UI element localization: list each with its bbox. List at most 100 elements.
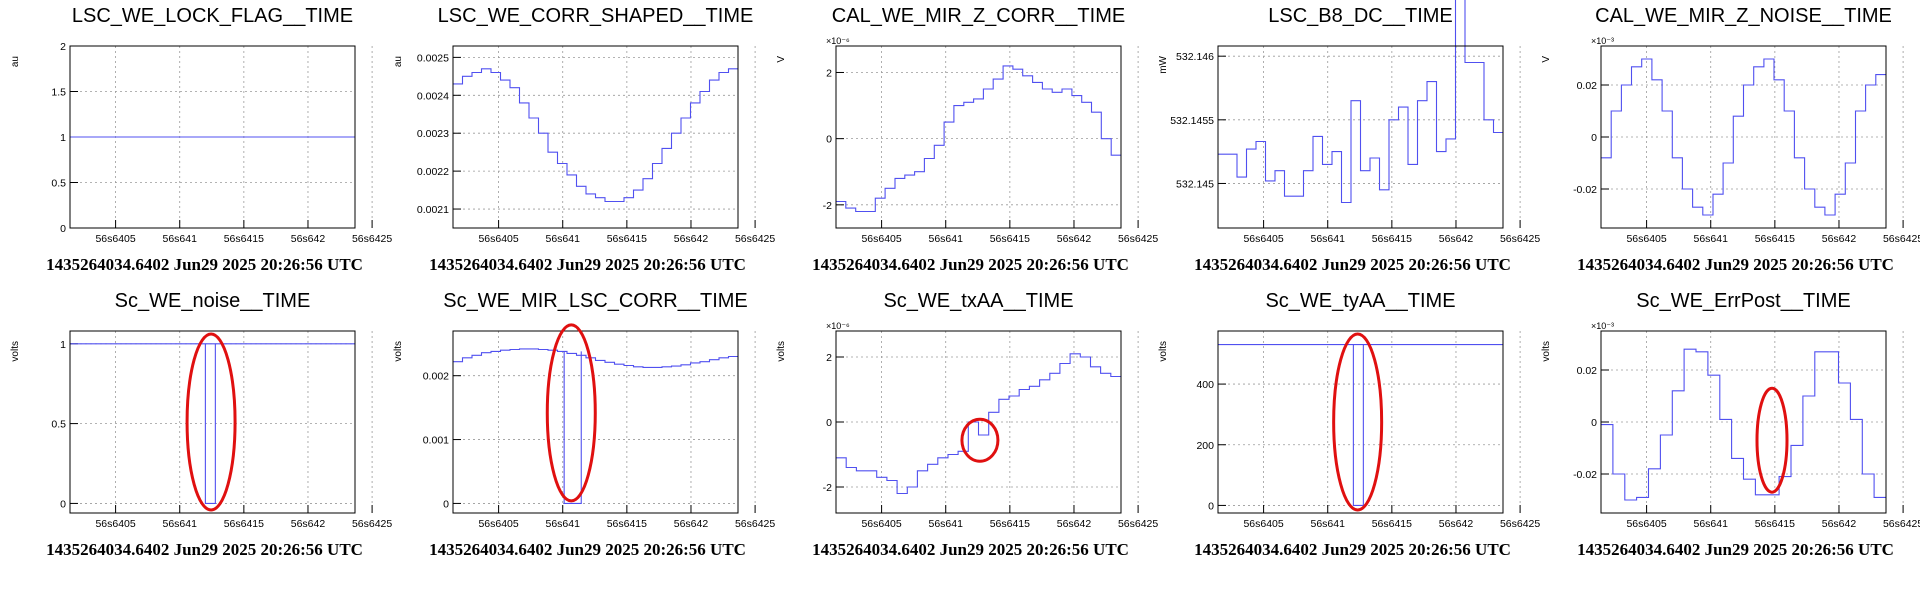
x-tick-label: 56s6405	[1243, 518, 1283, 530]
data-series-line	[453, 68, 738, 203]
y-tick-label: -0.02	[1573, 469, 1597, 481]
x-tick-label: 56s6425	[352, 518, 392, 530]
chart-panel: CAL_WE_MIR_Z_NOISE__TIME V ×10⁻³ -0.02 0 0.02…	[1541, 5, 1920, 274]
plot-frame	[1600, 330, 1887, 514]
y-tick-label: 0.001	[423, 435, 449, 447]
highlight-ring	[545, 323, 597, 503]
y-tick-label: 0	[60, 223, 66, 235]
timestamp-footer: 1435264034.6402 Jun29 2025 20:26:56 UTC	[812, 540, 1129, 559]
x-tick-label: 56s642	[1822, 518, 1857, 530]
x-tick-label: 56s6415	[224, 233, 264, 245]
x-tick-label: 56s6415	[990, 233, 1030, 245]
highlight-ring	[185, 332, 237, 512]
chart-title: LSC_B8_DC__TIME	[1268, 5, 1453, 27]
highlight-ring	[1332, 332, 1384, 512]
x-tick-label: 56s6415	[1372, 518, 1412, 530]
x-tick-label: 56s6425	[735, 233, 775, 245]
x-tick-label: 56s6415	[607, 233, 647, 245]
timestamp-footer: 1435264034.6402 Jun29 2025 20:26:56 UTC	[46, 540, 363, 559]
y-tick-label: 0	[443, 498, 449, 510]
timestamp-footer: 1435264034.6402 Jun29 2025 20:26:56 UTC	[46, 255, 363, 274]
x-tick-label: 56s641	[928, 518, 963, 530]
y-tick-label: 0.0022	[417, 166, 449, 178]
y-tick-label: 532.146	[1176, 51, 1214, 63]
y-tick-label: 0.0023	[417, 128, 449, 140]
y-axis-label: au	[393, 56, 404, 67]
highlight-ring	[960, 417, 1000, 463]
x-tick-label: 56s641	[162, 518, 197, 530]
y-tick-label: 0.002	[423, 371, 449, 383]
y-axis-label: mW	[1158, 55, 1169, 73]
y-axis-label: V	[776, 56, 787, 63]
x-tick-label: 56s641	[1310, 233, 1345, 245]
x-tick-label: 56s6405	[1243, 233, 1283, 245]
x-tick-label: 56s6425	[1883, 233, 1920, 245]
chart-title: Sc_WE_txAA__TIME	[883, 290, 1073, 312]
x-tick-label: 56s6405	[95, 233, 135, 245]
x-tick-label: 56s641	[162, 233, 197, 245]
x-tick-label: 56s6425	[352, 233, 392, 245]
y-tick-label: 532.1455	[1170, 115, 1214, 127]
chart-title: LSC_WE_CORR_SHAPED__TIME	[438, 5, 754, 27]
x-tick-label: 56s6425	[1500, 518, 1540, 530]
y-tick-label: 2	[60, 41, 66, 53]
y-tick-label: 2	[826, 352, 832, 364]
x-tick-label: 56s6405	[1626, 518, 1666, 530]
chart-title: CAL_WE_MIR_Z_CORR__TIME	[832, 5, 1125, 27]
y-axis-exponent: ×10⁻⁶	[826, 36, 850, 46]
x-tick-label: 56s642	[1057, 233, 1092, 245]
x-tick-label: 56s6405	[1626, 233, 1666, 245]
data-series-line	[1601, 348, 1886, 501]
timestamp-footer: 1435264034.6402 Jun29 2025 20:26:56 UTC	[1577, 255, 1894, 274]
x-tick-label: 56s641	[545, 518, 580, 530]
y-axis-exponent: ×10⁻⁶	[826, 321, 850, 331]
chart-title: Sc_WE_tyAA__TIME	[1265, 290, 1455, 312]
y-tick-label: 400	[1196, 379, 1214, 391]
y-tick-label: 0	[1591, 132, 1597, 144]
x-tick-label: 56s6415	[1755, 518, 1795, 530]
data-series-line	[836, 65, 1121, 213]
timestamp-footer: 1435264034.6402 Jun29 2025 20:26:56 UTC	[812, 255, 1129, 274]
data-series-line	[1218, 0, 1503, 204]
x-tick-label: 56s641	[545, 233, 580, 245]
y-axis-exponent: ×10⁻³	[1591, 36, 1614, 46]
y-axis-label: volts	[776, 341, 787, 362]
x-tick-label: 56s641	[1310, 518, 1345, 530]
x-tick-label: 56s641	[1693, 233, 1728, 245]
chart-title: LSC_WE_LOCK_FLAG__TIME	[72, 5, 353, 27]
y-axis-label: volts	[1158, 341, 1169, 362]
data-series-line	[453, 348, 738, 368]
chart-title: Sc_WE_noise__TIME	[115, 290, 311, 312]
x-tick-label: 56s6405	[861, 233, 901, 245]
chart-title: Sc_WE_MIR_LSC_CORR__TIME	[443, 290, 748, 312]
x-tick-label: 56s641	[928, 233, 963, 245]
y-axis-label: au	[10, 56, 21, 67]
plot-frame	[835, 330, 1122, 514]
chart-panel: CAL_WE_MIR_Z_CORR__TIME V ×10⁻⁶ -2 0 2 56s6405…	[776, 5, 1158, 274]
x-tick-label: 56s6415	[1372, 233, 1412, 245]
y-tick-label: -2	[823, 482, 832, 494]
x-tick-label: 56s6425	[1883, 518, 1920, 530]
y-tick-label: 0.02	[1577, 80, 1598, 92]
timestamp-footer: 1435264034.6402 Jun29 2025 20:26:56 UTC	[1194, 540, 1511, 559]
y-tick-label: 532.145	[1176, 178, 1214, 190]
data-series-line	[836, 353, 1121, 495]
data-series-line	[1601, 58, 1886, 216]
x-tick-label: 56s642	[674, 518, 709, 530]
chart-title: CAL_WE_MIR_Z_NOISE__TIME	[1595, 5, 1892, 27]
y-tick-label: 0.5	[51, 419, 66, 431]
y-tick-label: 0	[826, 134, 832, 146]
x-tick-label: 56s6415	[1755, 233, 1795, 245]
y-tick-label: 0	[826, 417, 832, 429]
chart-title: Sc_WE_ErrPost__TIME	[1636, 290, 1851, 312]
plot-frame	[69, 330, 356, 514]
x-tick-label: 56s642	[1439, 233, 1474, 245]
plot-frame	[835, 45, 1122, 229]
y-tick-label: 1	[60, 339, 66, 351]
timestamp-footer: 1435264034.6402 Jun29 2025 20:26:56 UTC	[1194, 255, 1511, 274]
